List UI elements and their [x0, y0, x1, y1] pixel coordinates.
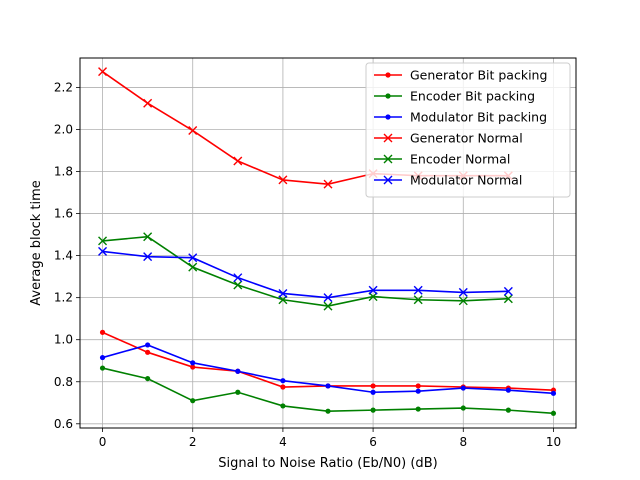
data-point-x-marker [413, 295, 423, 305]
x-axis-label: Signal to Noise Ratio (Eb/N0) (dB) [218, 456, 437, 471]
data-point-x-marker [143, 98, 153, 108]
legend-entry: Encoder Bit packing [374, 89, 535, 104]
data-point [505, 407, 511, 413]
data-point-x-marker [143, 252, 153, 262]
data-point-x-marker [383, 133, 393, 143]
data-point [415, 406, 421, 412]
series-5 [98, 232, 513, 311]
data-point-x-marker [278, 175, 288, 185]
x-tick-label: 0 [99, 435, 107, 449]
x-tick-label: 6 [369, 435, 377, 449]
y-tick-label: 1.8 [54, 165, 73, 179]
data-point-x-marker [458, 296, 468, 306]
x-tick-label: 4 [279, 435, 287, 449]
data-point-x-marker [323, 293, 333, 303]
series-line [102, 250, 509, 299]
legend-entry: Encoder Normal [374, 152, 510, 167]
data-point-x-marker [383, 175, 393, 185]
y-tick-label: 1.2 [54, 291, 73, 305]
data-point [325, 408, 331, 414]
data-point-x-marker [98, 236, 108, 246]
plot-frame [79, 57, 577, 429]
data-point-x-marker [503, 286, 513, 296]
data-point [99, 354, 106, 361]
data-point [385, 114, 391, 120]
data-point [145, 375, 151, 382]
legend-entry: Modulator Normal [374, 173, 522, 188]
y-tick-label: 1.0 [54, 333, 73, 347]
series-6 [98, 246, 513, 303]
legend-label: Modulator Bit packing [410, 110, 547, 125]
series-3 [99, 342, 557, 396]
data-point-x-marker [503, 294, 513, 304]
legend-entry: Generator Bit packing [374, 68, 547, 83]
data-point [460, 385, 466, 391]
data-point [280, 378, 286, 384]
data-point [550, 390, 557, 396]
data-point [415, 388, 421, 394]
y-tick-label: 0.8 [54, 375, 73, 389]
series-2 [99, 365, 557, 416]
data-point [235, 368, 241, 374]
legend-label: Modulator Normal [410, 173, 522, 188]
data-point [325, 383, 331, 389]
legend-entry: Modulator Bit packing [374, 110, 547, 125]
data-point [370, 407, 376, 413]
y-tick-label: 1.4 [54, 249, 73, 263]
data-point [190, 360, 196, 366]
axis-ticks: 0 2 4 6 8 10 0.6 0.8 1.0 1.2 1.4 1.6 1.8 2.0 2.2 [54, 80, 561, 449]
x-tick-label: 2 [189, 435, 197, 449]
data-point-x-marker [98, 67, 108, 77]
x-tick-label: 8 [459, 435, 467, 449]
data-point [190, 398, 196, 404]
data-point-x-marker [383, 154, 393, 164]
data-point-x-marker [368, 285, 378, 295]
data-point [99, 365, 106, 371]
data-point-x-marker [188, 262, 198, 272]
data-point [550, 410, 557, 416]
legend-entry: Generator Normal [374, 131, 523, 146]
legend-label: Encoder Bit packing [410, 89, 535, 104]
data-point [460, 405, 466, 411]
data-point-x-marker [323, 301, 333, 311]
data-point [370, 389, 376, 395]
data-point-x-marker [98, 246, 108, 256]
data-point-x-marker [143, 232, 153, 242]
data-point [99, 329, 106, 335]
data-point [385, 72, 391, 78]
data-point [280, 384, 286, 390]
data-point-x-marker [233, 273, 243, 283]
data-point [235, 389, 241, 395]
x-tick-label: 10 [546, 435, 561, 449]
data-point [385, 93, 391, 99]
y-tick-label: 1.6 [54, 207, 73, 221]
legend-label: Generator Bit packing [410, 68, 547, 83]
data-point-x-marker [413, 285, 423, 295]
y-tick-label: 2.2 [54, 80, 73, 94]
legend: Generator Bit packing Encoder Bit packing… [365, 62, 571, 198]
data-point-x-marker [458, 287, 468, 297]
data-point-x-marker [188, 253, 198, 263]
legend-box [365, 62, 571, 198]
data-point [280, 403, 286, 409]
data-point [145, 342, 151, 348]
y-axis-label: Average block time [29, 180, 44, 306]
data-point-x-marker [278, 288, 288, 298]
data-point [370, 383, 376, 389]
y-tick-label: 0.6 [54, 417, 73, 431]
data-point-x-marker [188, 126, 198, 136]
y-tick-label: 2.0 [54, 122, 73, 136]
data-point [145, 349, 151, 355]
data-point-x-marker [233, 156, 243, 166]
legend-label: Encoder Normal [410, 152, 510, 167]
data-point-x-marker [233, 280, 243, 290]
legend-label: Generator Normal [410, 131, 523, 146]
series-line [102, 235, 509, 307]
data-point [190, 364, 196, 370]
data-point [415, 383, 421, 389]
data-point [505, 387, 511, 393]
data-point-x-marker [323, 179, 333, 189]
